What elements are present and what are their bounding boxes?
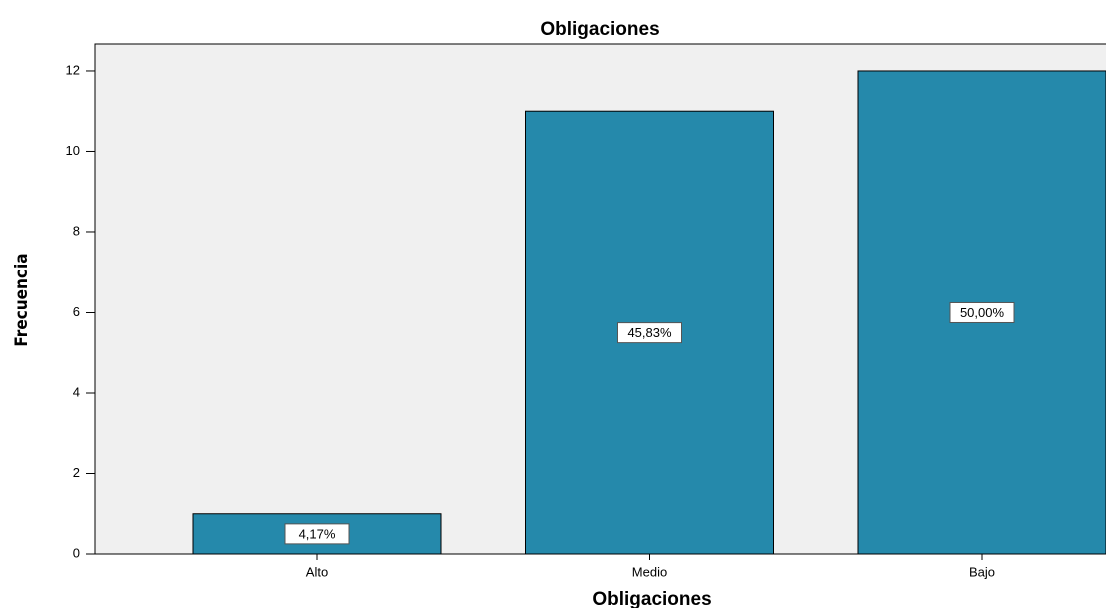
x-tick-label: Bajo [969, 564, 995, 579]
y-tick-label: 2 [73, 465, 80, 480]
y-tick-label: 12 [66, 62, 80, 77]
x-tick-label: Alto [306, 564, 328, 579]
data-label-box [617, 322, 682, 344]
data-label: 4,17% [299, 526, 336, 541]
data-label: 45,83% [627, 325, 672, 340]
y-tick-label: 8 [73, 223, 80, 238]
y-tick-label: 6 [73, 304, 80, 319]
y-tick-label: 0 [73, 545, 80, 560]
x-tick-label: Medio [632, 564, 667, 579]
x-axis-title: Obligaciones [592, 589, 711, 608]
data-label-box [949, 301, 1015, 323]
chart-title: Obligaciones [540, 19, 659, 40]
y-axis-title: Frecuencia [12, 253, 32, 346]
data-label-box [284, 523, 350, 545]
y-tick-label: 4 [73, 384, 80, 399]
y-tick-label: 10 [66, 143, 80, 158]
data-label: 50,00% [960, 305, 1005, 320]
